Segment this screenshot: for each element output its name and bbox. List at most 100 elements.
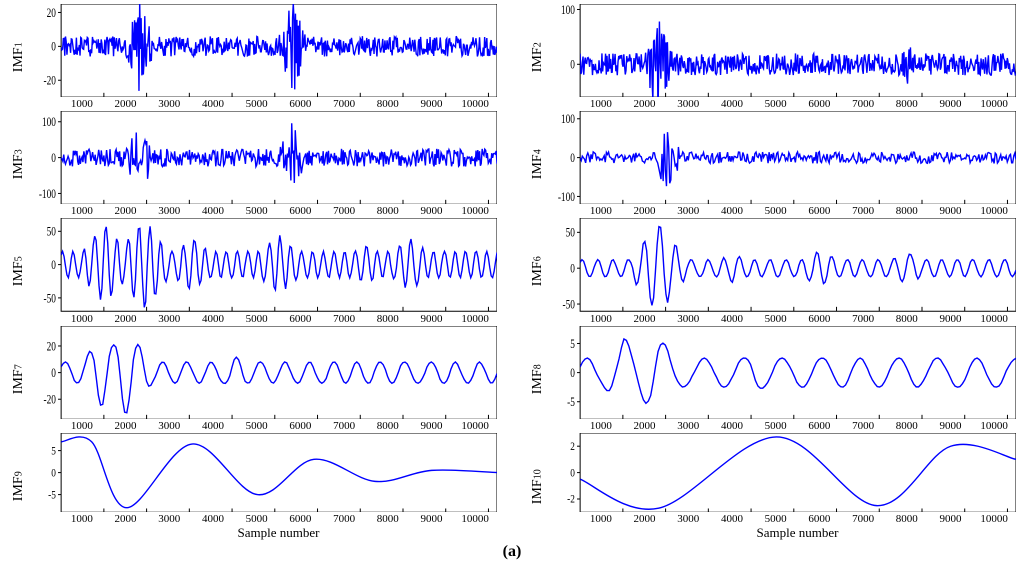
svg-text:-5: -5 [48, 489, 56, 501]
xtick: 1000 [579, 313, 623, 326]
xtick: 10000 [453, 420, 497, 433]
xtick: 6000 [279, 205, 323, 218]
xtick: 2000 [104, 313, 148, 326]
xtick: 3000 [666, 513, 710, 526]
xtick: 3000 [666, 98, 710, 111]
svg-text:-20: -20 [44, 74, 57, 88]
plot-wrap: 50-5100020003000400050006000700080009000… [549, 326, 1016, 433]
xtick: 9000 [929, 313, 973, 326]
xtick-row: 1000200030004000500060007000800090001000… [549, 312, 1016, 326]
xtick: 8000 [366, 205, 410, 218]
xtick: 10000 [453, 205, 497, 218]
xtick: 6000 [279, 98, 323, 111]
xtick: 8000 [885, 313, 929, 326]
xtick: 3000 [666, 205, 710, 218]
xtick: 10000 [972, 98, 1016, 111]
ylabel-imf10: IMF10 [527, 433, 549, 540]
xtick: 8000 [366, 420, 410, 433]
figure-label: (a) [0, 540, 1024, 564]
panel-grid: IMF1200-20100020003000400050006000700080… [0, 0, 1024, 540]
svg-text:0: 0 [51, 152, 56, 166]
svg-text:5: 5 [51, 445, 56, 457]
svg-text:-2: -2 [567, 494, 575, 506]
svg-text:0: 0 [570, 58, 575, 72]
xtick-row: 1000200030004000500060007000800090001000… [30, 312, 497, 326]
xtick: 9000 [929, 205, 973, 218]
plot-area: 50-5 [549, 326, 1016, 419]
xtick: 1000 [579, 420, 623, 433]
xtick: 7000 [841, 98, 885, 111]
xtick: 9000 [410, 205, 454, 218]
xtick: 5000 [235, 98, 279, 111]
plot-wrap: 500-501000200030004000500060007000800090… [549, 218, 1016, 325]
xtick: 2000 [104, 420, 148, 433]
xtick: 7000 [322, 420, 366, 433]
xtick: 5000 [754, 420, 798, 433]
svg-text:-100: -100 [558, 191, 575, 205]
panel-imf2: IMF2100010002000300040005000600070008000… [527, 4, 1016, 111]
xtick: 4000 [191, 205, 235, 218]
xtick: 8000 [885, 513, 929, 526]
xtick: 1000 [579, 98, 623, 111]
xtick: 3000 [147, 313, 191, 326]
xtick: 5000 [754, 313, 798, 326]
xtick: 9000 [410, 513, 454, 526]
xtick: 10000 [453, 313, 497, 326]
svg-text:0: 0 [570, 263, 575, 277]
plot-wrap: 20-2100020003000400050006000700080009000… [549, 433, 1016, 540]
plot-area: 200-20 [30, 4, 497, 97]
plot-wrap: 1000-10010002000300040005000600070008000… [30, 111, 497, 218]
xtick: 6000 [798, 420, 842, 433]
xtick: 3000 [666, 420, 710, 433]
svg-text:50: 50 [47, 226, 57, 240]
xtick: 4000 [191, 98, 235, 111]
svg-text:0: 0 [51, 40, 56, 54]
xtick: 6000 [798, 313, 842, 326]
xtick: 1000 [579, 205, 623, 218]
svg-text:-20: -20 [43, 393, 56, 407]
xtick: 5000 [235, 205, 279, 218]
svg-text:0: 0 [51, 366, 56, 380]
svg-text:100: 100 [561, 113, 575, 127]
plot-area: 1000 [549, 4, 1016, 97]
xtick: 7000 [322, 98, 366, 111]
plot-area: 500-50 [30, 218, 497, 311]
xtick: 2000 [623, 205, 667, 218]
ylabel-imf2: IMF2 [527, 4, 549, 111]
ylabel-imf6: IMF6 [527, 218, 549, 325]
xtick: 10000 [972, 420, 1016, 433]
xtick: 9000 [929, 98, 973, 111]
xtick-row: 1000200030004000500060007000800090001000… [549, 204, 1016, 218]
xtick: 3000 [666, 313, 710, 326]
svg-text:50: 50 [566, 227, 576, 241]
xtick: 7000 [841, 420, 885, 433]
xtick: 1000 [60, 313, 104, 326]
xtick: 2000 [104, 513, 148, 526]
xtick: 8000 [366, 313, 410, 326]
plot-wrap: 1000100020003000400050006000700080009000… [549, 4, 1016, 111]
xtick: 10000 [972, 205, 1016, 218]
xtick-row: 1000200030004000500060007000800090001000… [30, 512, 497, 526]
svg-text:0: 0 [51, 467, 56, 479]
xtick: 4000 [710, 513, 754, 526]
panel-imf5: IMF5500-50100020003000400050006000700080… [8, 218, 497, 325]
xtick: 7000 [841, 513, 885, 526]
ylabel-imf4: IMF4 [527, 111, 549, 218]
ylabel-imf1: IMF1 [8, 4, 30, 111]
xtick: 8000 [885, 420, 929, 433]
xtick: 1000 [60, 98, 104, 111]
xtick-row: 1000200030004000500060007000800090001000… [30, 97, 497, 111]
xtick: 5000 [235, 420, 279, 433]
xtick: 7000 [322, 205, 366, 218]
xtick: 7000 [841, 205, 885, 218]
xtick: 1000 [579, 513, 623, 526]
xtick: 7000 [322, 513, 366, 526]
plot-area: 1000-100 [30, 111, 497, 204]
panel-imf8: IMF850-510002000300040005000600070008000… [527, 326, 1016, 433]
plot-wrap: 5 0 -5 100020003000400050006000700080009000… [30, 433, 497, 540]
xtick: 4000 [710, 420, 754, 433]
svg-text:20: 20 [47, 340, 57, 354]
plot-area: 20-2 [549, 433, 1016, 512]
xtick: 8000 [366, 98, 410, 111]
panel-imf7: IMF7200-20100020003000400050006000700080… [8, 326, 497, 433]
